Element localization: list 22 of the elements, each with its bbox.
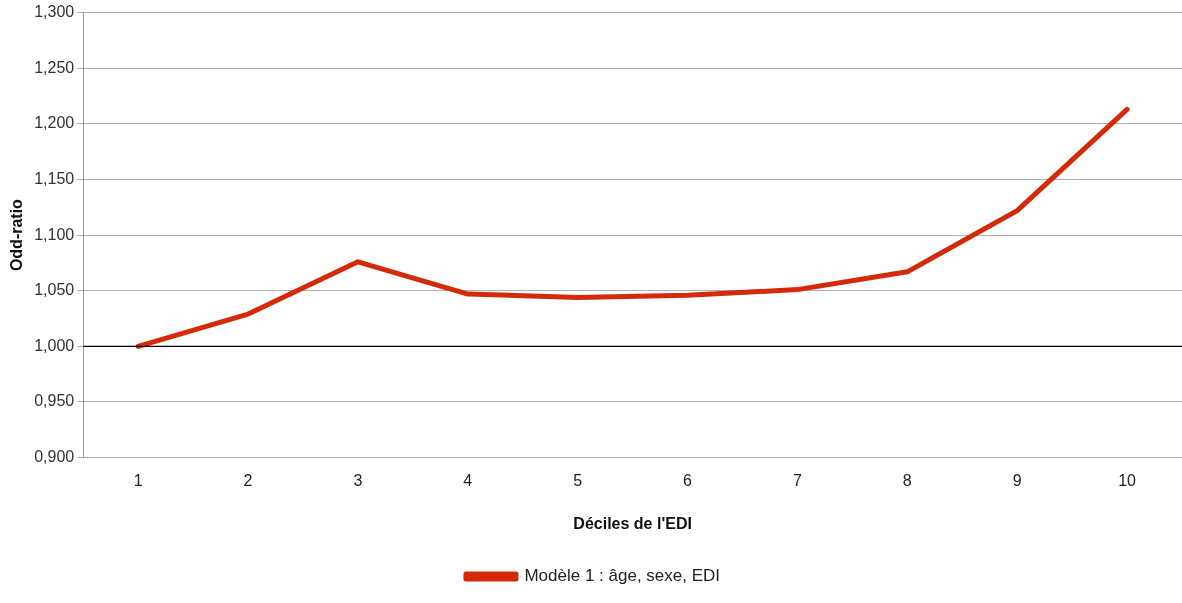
- x-tick-label: 7: [792, 471, 802, 489]
- x-tick-label: 1: [133, 471, 143, 489]
- y-tick-label: 0,900: [34, 448, 75, 466]
- y-tick-label: 1,050: [34, 281, 75, 299]
- y-tick-label: 1,200: [34, 114, 75, 132]
- x-tick-label: 3: [353, 471, 363, 489]
- y-tick-label: 1,300: [34, 3, 75, 21]
- y-axis-title: Odd-ratio: [8, 198, 26, 272]
- x-tick-label: 9: [1012, 471, 1022, 489]
- x-tick-label: 2: [243, 471, 253, 489]
- y-tick-label: 1,000: [34, 336, 75, 354]
- x-tick-label: 10: [1118, 471, 1137, 489]
- x-tick-label: 4: [463, 471, 473, 489]
- y-tick-label: 0,950: [34, 392, 75, 410]
- legend-label: Modèle 1 : âge, sexe, EDI: [524, 566, 721, 586]
- x-axis-title: Déciles de l'EDI: [573, 514, 692, 532]
- x-tick-label: 6: [683, 471, 693, 489]
- x-tick-label: 5: [573, 471, 583, 489]
- y-tick-label: 1,250: [34, 58, 75, 76]
- y-tick-label: 1,100: [34, 225, 75, 243]
- y-tick-label: 1,150: [34, 169, 75, 187]
- x-tick-label: 8: [902, 471, 912, 489]
